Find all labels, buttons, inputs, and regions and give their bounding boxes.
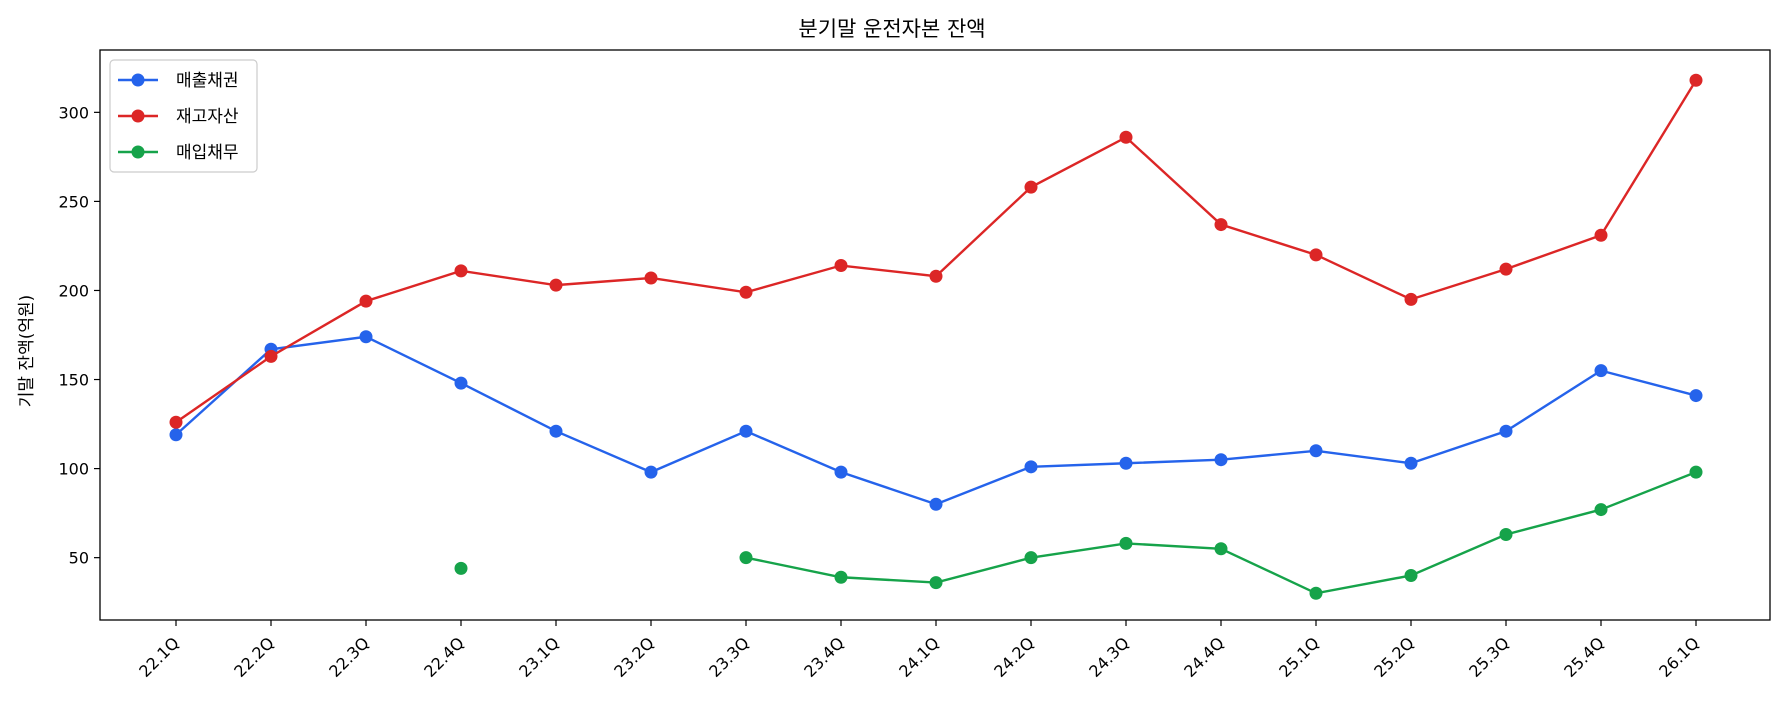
data-point: [834, 259, 848, 273]
y-tick-label: 100: [58, 460, 89, 479]
x-tick-label: 23.2Q: [610, 633, 658, 681]
series-3: [454, 465, 1703, 600]
data-point: [169, 415, 183, 429]
data-point: [739, 424, 753, 438]
x-tick-label: 23.3Q: [705, 633, 753, 681]
data-point: [1309, 444, 1323, 458]
x-tick-label: 24.2Q: [990, 633, 1038, 681]
x-tick-label: 24.3Q: [1085, 633, 1133, 681]
series-layer: [169, 73, 1703, 600]
data-point: [1499, 424, 1513, 438]
data-point: [644, 271, 658, 285]
data-point: [1689, 389, 1703, 403]
data-point: [359, 330, 373, 344]
y-tick-label: 200: [58, 281, 89, 300]
data-point: [1689, 73, 1703, 87]
x-tick-label: 25.1Q: [1275, 633, 1323, 681]
x-tick-label: 23.1Q: [515, 633, 563, 681]
y-axis: 50 100 150 200 250 300: [58, 103, 100, 568]
data-point: [454, 376, 468, 390]
y-axis-label: 기말 잔액(억원): [17, 295, 37, 408]
x-axis: 22.1Q 22.2Q 22.3Q 22.4Q 23.1Q 23.2Q 23.3Q 23.4Q…: [135, 620, 1703, 681]
series-2: [169, 73, 1703, 429]
legend-label: 재고자산: [176, 107, 239, 127]
x-tick-label: 25.4Q: [1560, 633, 1608, 681]
series-1: [169, 330, 1703, 511]
data-point: [1499, 528, 1513, 541]
legend-label: 매입채무: [176, 143, 239, 163]
data-point: [929, 269, 943, 283]
legend-label: 매출채권: [176, 71, 239, 91]
x-tick-label: 24.1Q: [895, 633, 943, 681]
data-point: [454, 561, 468, 575]
x-tick-label: 25.3Q: [1465, 633, 1513, 681]
data-point: [834, 570, 848, 584]
data-point: [739, 285, 753, 299]
y-tick-label: 300: [58, 103, 89, 122]
y-tick-label: 50: [69, 549, 89, 568]
legend-item: 매입채무: [118, 143, 239, 163]
data-point: [1024, 551, 1038, 565]
data-point: [644, 465, 658, 479]
data-point: [169, 428, 183, 442]
plot-frame: [99, 49, 1771, 621]
x-tick-label: 22.4Q: [420, 633, 468, 681]
data-point: [1119, 456, 1133, 470]
legend-marker: [131, 109, 145, 123]
y-tick-label: 250: [58, 192, 89, 211]
data-point: [1024, 460, 1038, 474]
x-tick-label: 22.2Q: [230, 633, 278, 681]
data-point: [1119, 536, 1133, 550]
data-point: [1594, 503, 1608, 517]
x-tick-label: 26.1Q: [1655, 633, 1703, 681]
series-line: [745, 471, 1697, 595]
data-point: [1594, 364, 1608, 378]
x-tick-label: 22.3Q: [325, 633, 373, 681]
y-tick-label: 150: [58, 371, 89, 390]
data-point: [549, 424, 563, 438]
data-point: [929, 497, 943, 511]
data-point: [834, 465, 848, 479]
data-point: [1404, 456, 1418, 470]
data-point: [929, 576, 943, 590]
legend-item: 매출채권: [118, 71, 239, 91]
data-point: [1309, 586, 1323, 600]
data-point: [1404, 568, 1418, 582]
data-point: [1214, 453, 1228, 467]
data-point: [1404, 292, 1418, 306]
legend-marker: [131, 145, 145, 159]
data-point: [1689, 465, 1703, 479]
x-tick-label: 22.1Q: [135, 633, 183, 681]
data-point: [359, 294, 373, 308]
series-line: [175, 335, 1697, 506]
data-point: [1214, 218, 1228, 232]
legend-item: 재고자산: [118, 107, 239, 127]
chart-title: 분기말 운전자본 잔액: [798, 17, 985, 41]
legend-box: [109, 59, 258, 173]
data-point: [549, 278, 563, 292]
x-tick-label: 25.2Q: [1370, 633, 1418, 681]
x-tick-label: 24.4Q: [1180, 633, 1228, 681]
data-point: [1119, 130, 1133, 144]
data-point: [1499, 262, 1513, 276]
data-point: [1594, 228, 1608, 242]
legend-marker: [131, 73, 145, 87]
data-point: [454, 264, 468, 278]
data-point: [1024, 180, 1038, 194]
data-point: [1309, 248, 1323, 262]
data-point: [739, 551, 753, 565]
x-tick-label: 23.4Q: [800, 633, 848, 681]
data-point: [1214, 542, 1228, 556]
data-point: [264, 349, 278, 363]
series-line: [175, 79, 1698, 424]
